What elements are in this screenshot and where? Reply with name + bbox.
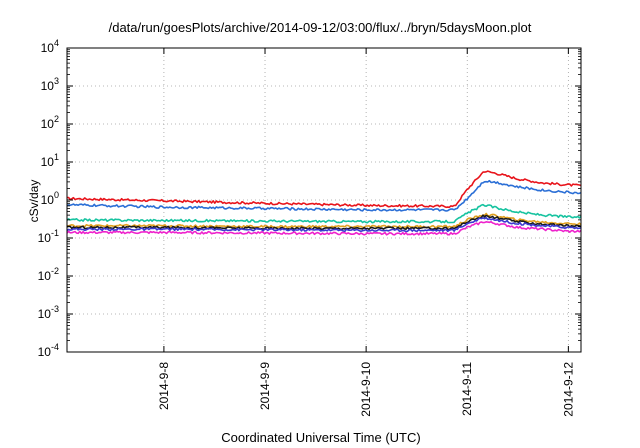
y-tick-label: 10-1 bbox=[38, 228, 59, 245]
grid bbox=[67, 48, 581, 352]
x-tick-label: 2014-9-12 bbox=[561, 362, 575, 417]
x-axis-label: Coordinated Universal Time (UTC) bbox=[221, 430, 420, 445]
y-tick-label: 10-3 bbox=[38, 304, 59, 321]
y-axis-label: cSv/day bbox=[27, 180, 41, 223]
axes bbox=[66, 47, 582, 353]
chart-title: /data/run/goesPlots/archive/2014-09-12/0… bbox=[109, 20, 532, 35]
y-tick-label: 10-4 bbox=[38, 342, 59, 359]
y-tick-label: 101 bbox=[41, 152, 59, 169]
series-line-5 bbox=[66, 214, 582, 231]
series-line-6 bbox=[66, 216, 582, 233]
plot-frame bbox=[66, 47, 582, 353]
x-tick-label: 2014-9-8 bbox=[157, 362, 171, 410]
y-tick-labels: 10-4 10-3 10-2 10-1 100 101 102 103 104 bbox=[38, 38, 59, 359]
y-tick-label: 104 bbox=[41, 38, 59, 55]
series-group bbox=[66, 170, 582, 236]
series-line-3 bbox=[66, 203, 582, 224]
y-tick-label: 100 bbox=[41, 190, 59, 207]
series-line-2 bbox=[66, 179, 582, 212]
x-tick-label: 2014-9-9 bbox=[258, 362, 272, 410]
series-line-4 bbox=[66, 212, 582, 229]
y-tick-label: 102 bbox=[41, 114, 59, 131]
y-tick-label: 103 bbox=[41, 76, 59, 93]
x-tick-labels: 2014-9-8 2014-9-9 2014-9-10 2014-9-11 2014-9… bbox=[157, 362, 575, 417]
series-line-1 bbox=[67, 170, 582, 209]
x-tick-label: 2014-9-11 bbox=[460, 362, 474, 416]
y-tick-label: 10-2 bbox=[38, 266, 59, 283]
series-line-7 bbox=[66, 221, 582, 236]
x-tick-label: 2014-9-10 bbox=[359, 362, 373, 417]
